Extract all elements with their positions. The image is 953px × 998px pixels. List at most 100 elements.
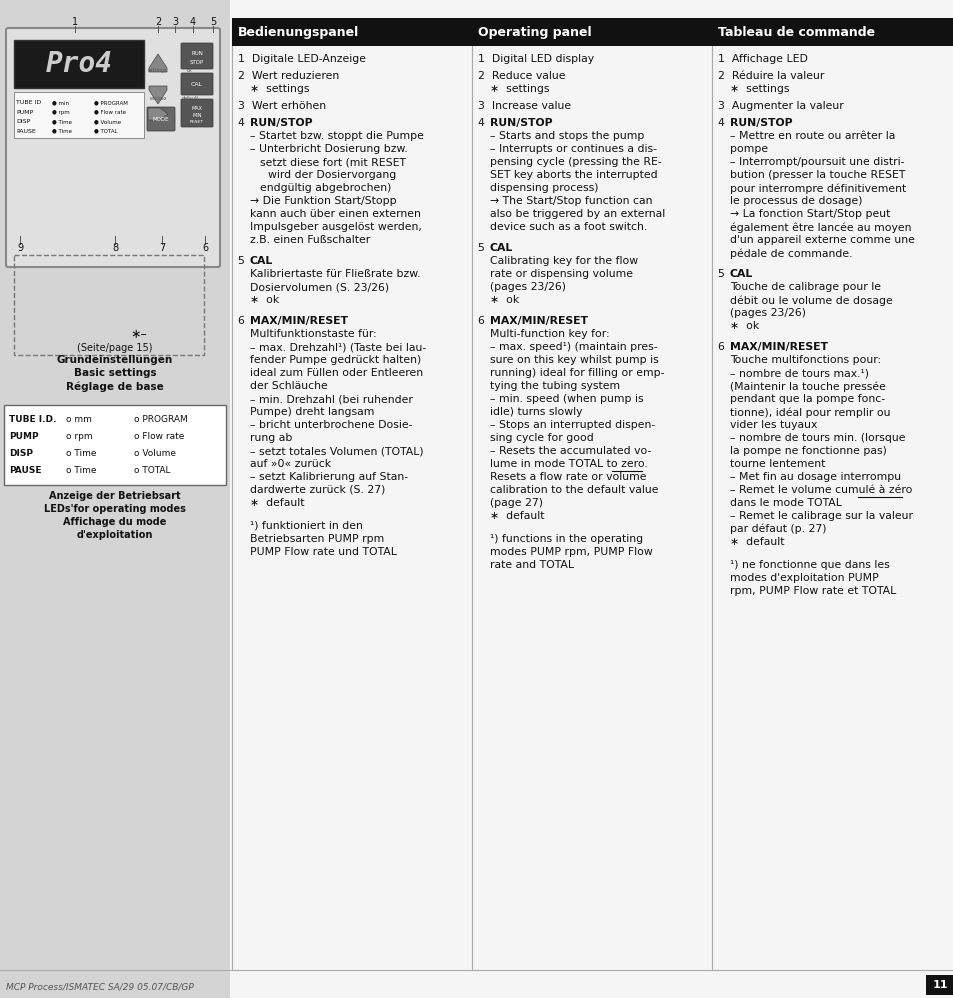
Text: pendant que la pompe fonc-: pendant que la pompe fonc- [729, 394, 884, 404]
Text: STOP: STOP [190, 60, 204, 65]
Text: fender Pumpe gedrückt halten): fender Pumpe gedrückt halten) [250, 355, 421, 365]
Text: o rpm: o rpm [66, 432, 92, 441]
FancyBboxPatch shape [181, 43, 213, 69]
Text: – max. Drehzahl¹) (Taste bei lau-: – max. Drehzahl¹) (Taste bei lau- [250, 342, 426, 352]
Text: MIN: MIN [193, 113, 201, 118]
Text: 2  Réduire la valeur: 2 Réduire la valeur [718, 71, 823, 81]
Text: ∗–: ∗– [130, 328, 147, 341]
Text: 6: 6 [237, 316, 252, 326]
Text: la pompe ne fonctionne pas): la pompe ne fonctionne pas) [729, 446, 886, 456]
Text: calibration to the default value: calibration to the default value [490, 485, 658, 495]
Text: → The Start/Stop function can: → The Start/Stop function can [490, 196, 652, 206]
Text: Grundeinstellungen: Grundeinstellungen [57, 355, 172, 365]
Text: par défaut (p. 27): par défaut (p. 27) [729, 524, 825, 535]
Text: auf »0« zurück: auf »0« zurück [250, 459, 331, 469]
Text: 8: 8 [112, 243, 118, 253]
Text: CAL: CAL [729, 269, 753, 279]
Text: – nombre de tours min. (lorsque: – nombre de tours min. (lorsque [729, 433, 904, 443]
Text: 4: 4 [237, 118, 252, 128]
FancyArrow shape [148, 108, 168, 120]
Text: – Resets the accumulated vo-: – Resets the accumulated vo- [490, 446, 651, 456]
Bar [925, 975, 953, 995]
Text: LEDs'for operating modes: LEDs'for operating modes [44, 504, 186, 514]
Text: Operating panel: Operating panel [477, 26, 591, 39]
Text: vider les tuyaux: vider les tuyaux [729, 420, 817, 430]
Text: pédale de commande.: pédale de commande. [729, 248, 852, 258]
Text: ∗  ok: ∗ ok [490, 295, 518, 305]
Text: ¹) ne fonctionne que dans les: ¹) ne fonctionne que dans les [729, 560, 889, 570]
Text: 5: 5 [237, 256, 252, 266]
Text: ● Flow rate: ● Flow rate [94, 110, 126, 115]
Text: 1  Digital LED display: 1 Digital LED display [477, 54, 594, 64]
Text: sure on this key whilst pump is: sure on this key whilst pump is [490, 355, 659, 365]
Bar [230, 0, 953, 998]
Text: 4: 4 [477, 118, 492, 128]
Text: 5: 5 [210, 17, 216, 27]
Text: ideal zum Füllen oder Entleeren: ideal zum Füllen oder Entleeren [250, 368, 423, 378]
Text: der Schläuche: der Schläuche [250, 381, 328, 391]
Text: DISP: DISP [16, 119, 30, 124]
Text: 2: 2 [154, 17, 161, 27]
Text: SET key aborts the interrupted: SET key aborts the interrupted [490, 170, 657, 180]
Text: (Seite/page 15): (Seite/page 15) [77, 343, 152, 353]
Text: default: default [181, 96, 198, 101]
Text: rate and TOTAL: rate and TOTAL [490, 560, 574, 570]
Text: escape: escape [150, 96, 167, 101]
Text: ● Time: ● Time [52, 119, 71, 124]
Text: 6: 6 [202, 243, 208, 253]
Text: (page 27): (page 27) [490, 498, 542, 508]
Text: – min. speed (when pump is: – min. speed (when pump is [490, 394, 643, 404]
Text: pompe: pompe [729, 144, 767, 154]
Text: PUMP Flow rate und TOTAL: PUMP Flow rate und TOTAL [250, 547, 396, 557]
Text: → Die Funktion Start/Stopp: → Die Funktion Start/Stopp [250, 196, 396, 206]
Text: kann auch über einen externen: kann auch über einen externen [250, 209, 420, 219]
Text: – min. Drehzahl (bei ruhender: – min. Drehzahl (bei ruhender [250, 394, 413, 404]
Text: DISP: DISP [9, 449, 33, 458]
Bar [0, 0, 230, 998]
Text: MODE: MODE [152, 117, 169, 122]
Text: o Time: o Time [66, 449, 96, 458]
Text: 3  Augmenter la valeur: 3 Augmenter la valeur [718, 101, 842, 111]
Bar [472, 18, 711, 46]
Text: débit ou le volume de dosage: débit ou le volume de dosage [729, 295, 892, 305]
Text: – max. speed¹) (maintain pres-: – max. speed¹) (maintain pres- [490, 342, 657, 352]
Text: ∗  default: ∗ default [490, 511, 544, 521]
Text: – nombre de tours max.¹): – nombre de tours max.¹) [729, 368, 868, 378]
Text: – Stops an interrupted dispen-: – Stops an interrupted dispen- [490, 420, 655, 430]
Text: RUN/STOP: RUN/STOP [490, 118, 552, 128]
Bar [14, 255, 204, 355]
Text: tionne), idéal pour remplir ou: tionne), idéal pour remplir ou [729, 407, 889, 417]
Text: 2  Reduce value: 2 Reduce value [477, 71, 565, 81]
Text: running) ideal for filling or emp-: running) ideal for filling or emp- [490, 368, 664, 378]
Text: Multifunktionstaste für:: Multifunktionstaste für: [250, 329, 376, 339]
Text: dardwerte zurück (S. 27): dardwerte zurück (S. 27) [250, 485, 385, 495]
Text: → La fonction Start/Stop peut: → La fonction Start/Stop peut [729, 209, 889, 219]
Text: o PROGRAM: o PROGRAM [133, 415, 188, 424]
Text: o Flow rate: o Flow rate [133, 432, 184, 441]
Text: Réglage de base: Réglage de base [66, 381, 164, 391]
Text: – setzt Kalibrierung auf Stan-: – setzt Kalibrierung auf Stan- [250, 472, 408, 482]
Text: – Mettre en route ou arrêter la: – Mettre en route ou arrêter la [729, 131, 895, 141]
Text: z.B. einen Fußschalter: z.B. einen Fußschalter [250, 235, 370, 245]
Text: ∗  ok: ∗ ok [250, 295, 279, 305]
Text: RUN: RUN [191, 51, 203, 56]
Text: also be triggered by an external: also be triggered by an external [490, 209, 664, 219]
Text: Pro4: Pro4 [46, 50, 112, 78]
Text: le processus de dosage): le processus de dosage) [729, 196, 862, 206]
Text: 3: 3 [172, 17, 178, 27]
Text: 9: 9 [17, 243, 23, 253]
Text: MAX: MAX [192, 106, 202, 111]
Bar [4, 405, 226, 485]
Text: ¹) funktioniert in den: ¹) funktioniert in den [250, 521, 362, 531]
Text: rate or dispensing volume: rate or dispensing volume [490, 269, 633, 279]
Text: ∗  settings: ∗ settings [490, 84, 549, 94]
Text: – Remet le volume cumulé à zéro: – Remet le volume cumulé à zéro [729, 485, 911, 495]
Text: lume in mode TOTAL to zero.: lume in mode TOTAL to zero. [490, 459, 647, 469]
Text: 1: 1 [71, 17, 78, 27]
Text: – bricht unterbrochene Dosie-: – bricht unterbrochene Dosie- [250, 420, 412, 430]
Text: CAL: CAL [490, 243, 513, 253]
Text: Multi-function key for:: Multi-function key for: [490, 329, 609, 339]
Text: Kalibriertaste für Fließrate bzw.: Kalibriertaste für Fließrate bzw. [250, 269, 420, 279]
FancyBboxPatch shape [181, 99, 213, 127]
Text: également être lancée au moyen: également être lancée au moyen [729, 222, 910, 233]
